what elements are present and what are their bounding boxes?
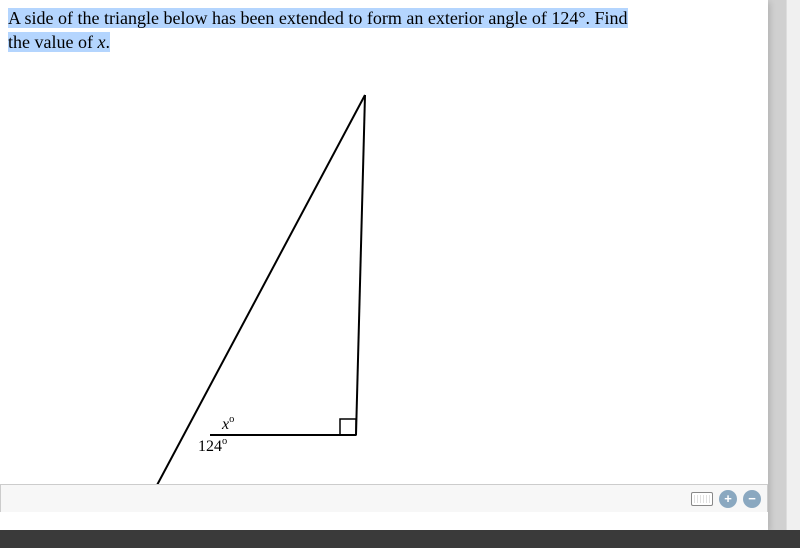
interior-angle-label: xo <box>221 414 234 433</box>
question-text: A side of the triangle below has been ex… <box>0 0 768 59</box>
right-side <box>356 95 365 435</box>
right-angle-marker <box>340 419 356 435</box>
bottom-bar <box>0 530 800 548</box>
zoom-in-button[interactable]: + <box>719 490 737 508</box>
hypotenuse-extended <box>156 95 365 487</box>
q-text-1: A side of the triangle below has been ex… <box>8 8 551 28</box>
question-line1: A side of the triangle below has been ex… <box>8 8 628 28</box>
exterior-angle-label: 124o <box>198 436 227 455</box>
keyboard-icon[interactable] <box>691 492 713 506</box>
q-angle: 124° <box>551 8 585 28</box>
answer-panel: + − <box>0 484 768 512</box>
q-text-4: . <box>105 32 110 52</box>
diagram-svg: xo 124o <box>130 85 550 495</box>
triangle-diagram: xo 124o <box>130 85 550 495</box>
vertical-scrollbar[interactable] <box>786 0 800 530</box>
panel-icons: + − <box>691 490 761 508</box>
page: A side of the triangle below has been ex… <box>0 0 768 530</box>
zoom-out-button[interactable]: − <box>743 490 761 508</box>
q-text-2: . Find <box>586 8 628 28</box>
q-text-3: the value of <box>8 32 97 52</box>
question-line2: the value of x. <box>8 32 110 52</box>
